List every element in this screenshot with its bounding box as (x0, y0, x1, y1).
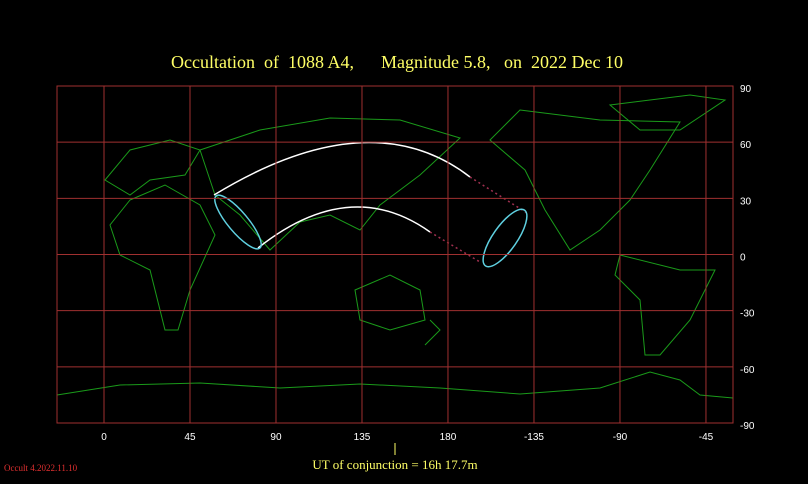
conjunction-label: UT of conjunction = 16h 17.7m (312, 457, 477, 472)
south-limit (257, 206, 431, 249)
europe (104, 139, 201, 196)
south-america (614, 254, 716, 356)
latitude-label: 30 (740, 196, 752, 207)
north-limit (213, 141, 471, 196)
version-label: Occult 4.2022.11.10 (4, 463, 78, 473)
antarctica (56, 371, 734, 399)
latitude-label: -60 (740, 365, 755, 376)
longitude-label: -135 (524, 432, 544, 443)
latitude-label: 60 (740, 140, 752, 151)
longitude-label: 0 (101, 432, 107, 443)
latitude-label: -90 (740, 421, 755, 432)
latitude-label: -30 (740, 309, 755, 320)
end-ellipse (482, 208, 528, 268)
new-zealand (424, 319, 441, 346)
longitude-label: -45 (699, 432, 714, 443)
greenland (608, 94, 727, 131)
asia (199, 117, 461, 251)
map-title: Occultation of 1088 A4, Magnitude 5.8, o… (171, 52, 623, 72)
latitude-label: 0 (740, 253, 746, 264)
australia (354, 274, 426, 331)
north-america (489, 109, 681, 251)
north-limit-daylight (469, 176, 528, 214)
longitude-label: 45 (184, 432, 196, 443)
occultation-paths (213, 141, 528, 268)
longitude-label: 135 (354, 432, 371, 443)
latitude-label: 90 (740, 84, 752, 95)
longitude-label: 90 (270, 432, 282, 443)
longitude-label: -90 (613, 432, 628, 443)
start-ellipse (214, 194, 262, 250)
longitude-label: 180 (440, 432, 457, 443)
